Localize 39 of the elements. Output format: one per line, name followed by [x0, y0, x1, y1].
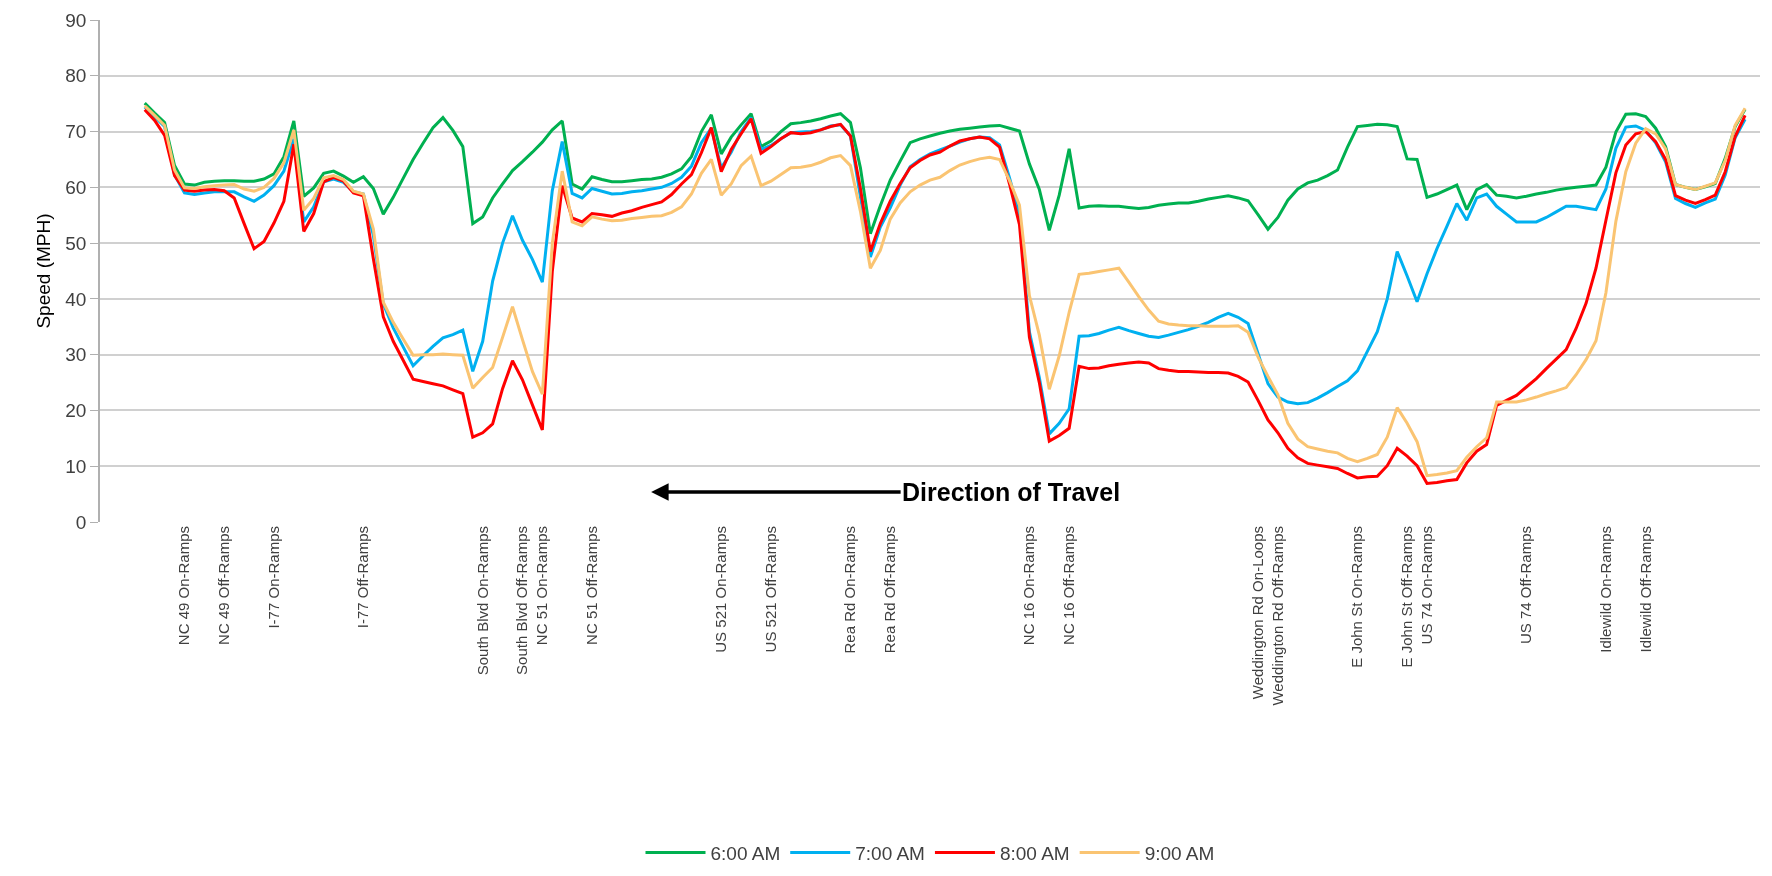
x-tick-label: US 74 Off-Ramps	[1517, 526, 1535, 645]
y-tick-label: 10	[65, 455, 87, 477]
y-tick-label: 90	[65, 9, 87, 31]
x-tick-label: NC 49 Off-Ramps	[215, 526, 233, 645]
x-tick-label: Idlewild On-Ramps	[1596, 526, 1614, 653]
x-tick-label: Weddington Rd Off-Ramps	[1268, 526, 1286, 706]
y-tick-label: 70	[65, 121, 87, 143]
x-tick-label: I-77 Off-Ramps	[354, 526, 372, 629]
legend-label: 6:00 AM	[710, 842, 781, 864]
y-tick-label: 80	[65, 65, 87, 87]
line-series	[143, 101, 1747, 236]
x-tick-label: Rea Rd Off-Ramps	[881, 526, 899, 654]
x-tick-label: NC 49 On-Ramps	[175, 526, 193, 646]
x-tick-label: US 521 Off-Ramps	[761, 526, 779, 653]
x-tick-label: NC 16 Off-Ramps	[1060, 526, 1078, 645]
y-axis-title: Speed (MPH)	[32, 213, 54, 329]
x-tick-label: I-77 On-Ramps	[264, 526, 282, 629]
x-tick-label: NC 16 On-Ramps	[1020, 526, 1038, 646]
x-tick-label: Rea Rd On-Ramps	[841, 526, 859, 654]
y-tick-label: 50	[65, 232, 87, 254]
x-tick-label: NC 51 On-Ramps	[533, 526, 551, 646]
x-tick-label: US 521 On-Ramps	[712, 526, 730, 653]
x-tick-label: South Blvd On-Ramps	[473, 526, 491, 676]
annotation: Direction of Travel	[902, 478, 1121, 506]
y-tick-label: 30	[65, 344, 87, 366]
y-tick-label: 20	[65, 400, 87, 422]
x-tick-label: Weddington Rd On-Loops	[1248, 526, 1266, 700]
x-tick-label: E John St Off-Ramps	[1398, 526, 1416, 668]
x-tick-label: South Blvd Off-Ramps	[513, 526, 531, 675]
legend-label: 9:00 AM	[1144, 842, 1215, 864]
y-tick-label: 60	[65, 176, 87, 198]
legend-label: 8:00 AM	[999, 842, 1070, 864]
x-tick-label: Idlewild Off-Ramps	[1636, 526, 1654, 653]
y-tick-label: 0	[75, 511, 87, 533]
x-tick-label: US 74 On-Ramps	[1417, 526, 1435, 645]
legend-label: 7:00 AM	[855, 842, 925, 864]
y-tick-label: 40	[65, 288, 87, 310]
x-tick-label: E John St On-Ramps	[1348, 526, 1366, 668]
x-tick-label: NC 51 Off-Ramps	[582, 526, 600, 645]
